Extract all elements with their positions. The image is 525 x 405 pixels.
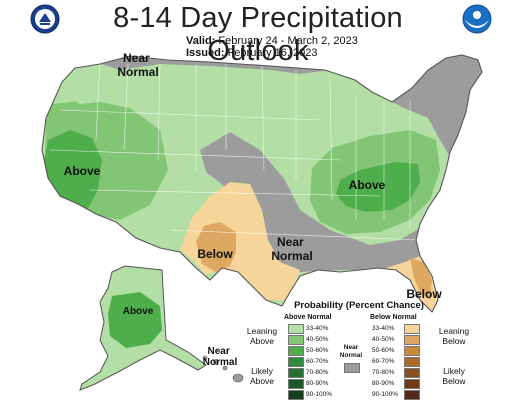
below-normal-tx-core: [196, 222, 236, 272]
state-boundaries: [49, 59, 421, 241]
legend-above-range: 33-40%: [306, 325, 329, 332]
above-normal-east-core: [336, 162, 420, 212]
legend-above-range: 90-100%: [306, 391, 333, 398]
legend-below-swatch: [404, 390, 420, 400]
above-normal-north-region: [54, 80, 250, 130]
legend-below-swatch: [404, 379, 420, 389]
legend-likely-above: Likely Above: [249, 366, 275, 386]
legend-likely-below: Likely Below: [442, 366, 466, 386]
legend-above-range: 80-90%: [306, 380, 329, 387]
legend-above-range: 60-70%: [306, 358, 329, 365]
label-near-normal-nw: Near Normal: [117, 51, 158, 79]
doc-seal-icon: [30, 4, 60, 34]
legend-above-range: 70-80%: [306, 369, 329, 376]
noaa-logo-icon: [462, 4, 492, 34]
legend-above-swatch: [288, 368, 304, 378]
legend-near-normal-label: Near Normal: [339, 344, 363, 359]
legend-above-swatch: [288, 357, 304, 367]
above-normal-alaska-core: [108, 292, 162, 348]
legend-below-range: 33-40%: [372, 325, 395, 332]
legend-above-swatch: [288, 379, 304, 389]
legend-below-swatch: [404, 335, 420, 345]
legend-above-range: 40-50%: [306, 336, 329, 343]
legend-above-swatch: [288, 346, 304, 356]
below-normal-fl-core: [410, 258, 432, 300]
legend-below-swatch: [404, 368, 420, 378]
legend-below-range: 80-90%: [372, 380, 395, 387]
label-near-normal-south: Near Normal: [271, 235, 312, 263]
legend-below-range: 50-60%: [372, 347, 395, 354]
legend-leaning-above: Leaning Above: [246, 326, 278, 346]
label-near-normal-hawaii: Near Normal: [203, 346, 238, 368]
hawaii-islands: [202, 355, 244, 383]
legend-below-swatch: [404, 346, 420, 356]
legend-below-header: Below Normal: [370, 314, 417, 321]
page-title: 8-14 Day Precipitation Outlook: [113, 2, 403, 67]
legend-above-range: 50-60%: [306, 347, 329, 354]
label-below-tx: Below: [197, 247, 233, 261]
legend-below-swatch: [404, 324, 420, 334]
valid-dates: Valid: February 24 - March 2, 2023: [186, 35, 358, 47]
legend-below-range: 60-70%: [372, 358, 395, 365]
legend-leaning-below: Leaning Below: [438, 326, 470, 346]
legend-title: Probability (Percent Chance): [294, 300, 424, 311]
issued-date: Issued: February 16, 2023: [186, 47, 318, 59]
probability-legend: Probability (Percent Chance) Above Norma…: [244, 300, 474, 404]
legend-below-range: 90-100%: [372, 391, 399, 398]
label-above-west: Above: [64, 164, 101, 178]
legend-below-range: 40-50%: [372, 336, 395, 343]
legend-below-swatch: [404, 357, 420, 367]
below-normal-tx-region: [180, 182, 300, 300]
legend-above-swatch: [288, 335, 304, 345]
legend-above-swatch: [288, 324, 304, 334]
legend-near-normal-swatch: [344, 363, 360, 373]
label-above-alaska: Above: [123, 306, 154, 317]
legend-above-swatch: [288, 390, 304, 400]
label-below-fl: Below: [406, 287, 442, 301]
legend-below-range: 70-80%: [372, 369, 395, 376]
label-above-east: Above: [349, 178, 386, 192]
legend-above-header: Above Normal: [284, 314, 332, 321]
